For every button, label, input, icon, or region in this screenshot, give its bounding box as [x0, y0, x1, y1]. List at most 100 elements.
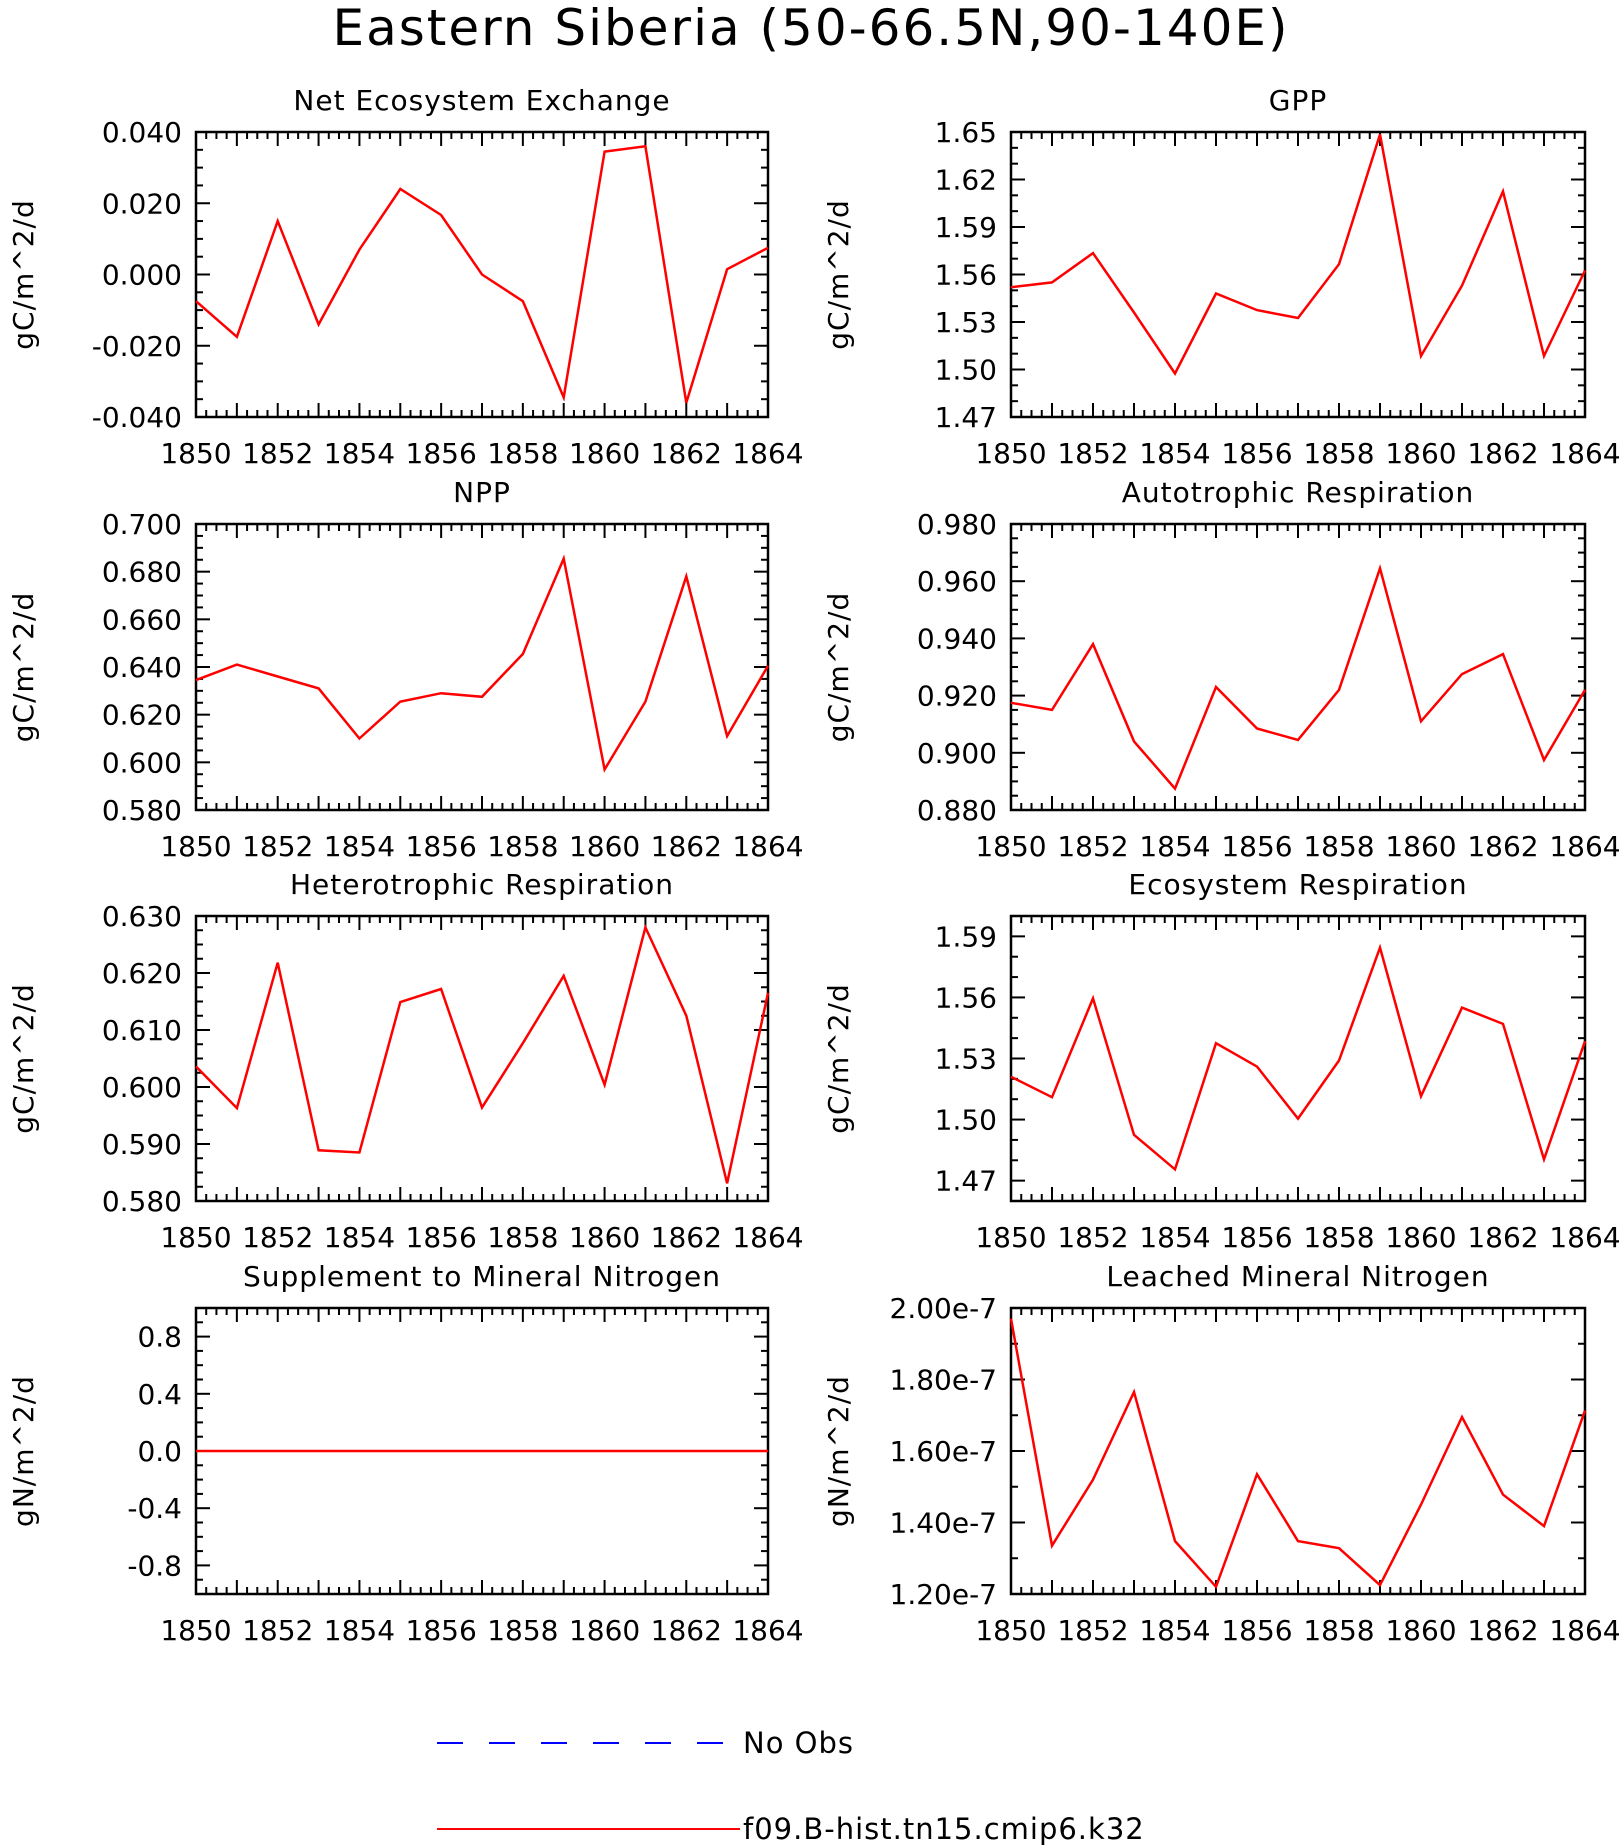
- y-tick-label: 0.020: [102, 187, 182, 220]
- plot-frame: [1009, 914, 1587, 1203]
- y-tick-label: 0.8: [137, 1321, 182, 1354]
- y-tick-label: 0.620: [102, 957, 182, 990]
- x-tick-label: 1850: [975, 1221, 1046, 1254]
- y-tick-label: 1.59: [935, 211, 997, 244]
- panel-title: Heterotrophic Respiration: [290, 868, 674, 901]
- y-tick-label: 0.700: [102, 508, 182, 541]
- y-ticks: [1011, 915, 1585, 1202]
- x-tick-label: 1856: [1221, 1221, 1292, 1254]
- y-ticks: [196, 523, 768, 811]
- y-ticks: [196, 131, 768, 418]
- y-tick-label: 0.920: [917, 680, 997, 713]
- y-tick-label: 0.600: [102, 746, 182, 779]
- y-tick-label: -0.040: [92, 401, 182, 434]
- y-axis-label: gC/m^2/d: [822, 592, 855, 743]
- panel-autotrophic-respiration: Autotrophic Respiration gC/m^2/d 1850 1852 1…: [822, 476, 1621, 863]
- y-tick-label: 0.580: [102, 1185, 182, 1218]
- y-tick-label: 1.65: [935, 116, 997, 149]
- legend: No Obs f09.B-hist.tn15.cmip6.k32: [437, 1726, 1144, 1846]
- y-tick-label: 0.940: [917, 622, 997, 655]
- plot-frame: [1009, 130, 1587, 419]
- y-tick-label: 1.20e-7: [890, 1578, 998, 1611]
- y-tick-label: 0.590: [102, 1128, 182, 1161]
- x-tick-label: 1856: [1221, 1614, 1292, 1647]
- y-axis-label: gC/m^2/d: [7, 592, 40, 743]
- plot-frame: [1009, 522, 1587, 812]
- panel-leached-mineral-nitrogen: Leached Mineral Nitrogen gN/m^2/d 1850 1852…: [822, 1260, 1621, 1647]
- plot-frame: [194, 914, 770, 1203]
- x-tick-label: 1858: [1303, 437, 1374, 470]
- y-tick-label: 0.040: [102, 116, 182, 149]
- x-tick-label: 1850: [975, 1614, 1046, 1647]
- y-tick-label: 1.56: [935, 259, 997, 292]
- panel-title: Autotrophic Respiration: [1122, 476, 1474, 509]
- x-tick-label: 1850: [160, 1221, 231, 1254]
- x-tick-label: 1862: [1467, 1221, 1538, 1254]
- x-tick-label: 1864: [1549, 830, 1620, 863]
- x-tick-label: 1852: [242, 437, 313, 470]
- y-tick-label: 0.610: [102, 1014, 182, 1047]
- x-tick-label: 1850: [160, 1614, 231, 1647]
- series-line-npp: [195, 554, 770, 773]
- series-line-ecosystem-respiration: [1010, 943, 1587, 1172]
- panel-title: Net Ecosystem Exchange: [293, 84, 670, 117]
- panel-heterotrophic-respiration: Heterotrophic Respiration gC/m^2/d 1850 185…: [7, 868, 804, 1254]
- x-tick-label: 1854: [324, 1221, 395, 1254]
- y-tick-label: 1.40e-7: [890, 1507, 998, 1540]
- x-tick-label: 1860: [569, 437, 640, 470]
- y-tick-label: 0.580: [102, 794, 182, 827]
- y-tick-label: 1.47: [935, 1165, 997, 1198]
- x-tick-label: 1854: [324, 437, 395, 470]
- x-ticks: [1010, 1308, 1586, 1594]
- x-ticks: [195, 132, 769, 417]
- panel-ecosystem-respiration: Ecosystem Respiration gC/m^2/d 1850 1852 185…: [822, 868, 1621, 1254]
- x-tick-label: 1850: [160, 830, 231, 863]
- x-tick-label: 1852: [1057, 1221, 1128, 1254]
- y-tick-label: 1.50: [935, 354, 997, 387]
- y-tick-label: 1.47: [935, 401, 997, 434]
- x-tick-label: 1856: [1221, 830, 1292, 863]
- x-tick-label: 1862: [1467, 437, 1538, 470]
- x-tick-label: 1860: [1385, 830, 1456, 863]
- x-tick-label: 1862: [651, 830, 722, 863]
- panel-gpp: GPP gC/m^2/d 1850 1852 1854 1856 1858 1860 1862 1…: [822, 84, 1621, 470]
- x-tick-label: 1864: [732, 437, 803, 470]
- legend-label-no-obs: No Obs: [743, 1726, 854, 1760]
- x-tick-label: 1850: [975, 437, 1046, 470]
- x-tick-label: 1850: [975, 830, 1046, 863]
- y-tick-label: 0.640: [102, 651, 182, 684]
- series-line-autotrophic-respiration: [1010, 563, 1587, 791]
- x-ticks: [195, 916, 769, 1201]
- panel-title: Ecosystem Respiration: [1128, 868, 1467, 901]
- x-tick-label: 1856: [406, 830, 477, 863]
- x-tick-label: 1862: [651, 1614, 722, 1647]
- y-tick-label: 0.960: [917, 565, 997, 598]
- x-tick-label: 1852: [1057, 437, 1128, 470]
- x-tick-label: 1858: [1303, 1221, 1374, 1254]
- x-tick-label: 1854: [1139, 830, 1210, 863]
- x-tick-label: 1856: [1221, 437, 1292, 470]
- y-ticks: [1011, 523, 1585, 811]
- figure-title: Eastern Siberia (50-66.5N,90-140E): [332, 0, 1289, 57]
- x-tick-label: 1862: [651, 1221, 722, 1254]
- x-tick-label: 1854: [324, 1614, 395, 1647]
- y-axis-label: gC/m^2/d: [7, 199, 40, 350]
- y-tick-label: 0.660: [102, 603, 182, 636]
- y-ticks: [1011, 131, 1585, 418]
- x-tick-label: 1860: [1385, 1221, 1456, 1254]
- y-tick-label: 1.59: [935, 920, 997, 953]
- y-tick-label: 0.0: [137, 1435, 182, 1468]
- panel-title: Leached Mineral Nitrogen: [1106, 1260, 1489, 1293]
- panel-title: GPP: [1269, 84, 1327, 117]
- x-tick-label: 1852: [242, 830, 313, 863]
- x-tick-label: 1864: [1549, 1221, 1620, 1254]
- panel-npp: NPP gC/m^2/d 1850 1852 1854 1856 1858 1860 1862 1…: [7, 476, 804, 863]
- panel-title: Supplement to Mineral Nitrogen: [243, 1260, 721, 1293]
- y-tick-label: 1.80e-7: [890, 1364, 998, 1397]
- x-tick-label: 1858: [487, 830, 558, 863]
- x-tick-label: 1864: [732, 1221, 803, 1254]
- y-ticks: [196, 1307, 768, 1595]
- x-tick-label: 1864: [732, 1614, 803, 1647]
- plot-frame: [1009, 1306, 1587, 1596]
